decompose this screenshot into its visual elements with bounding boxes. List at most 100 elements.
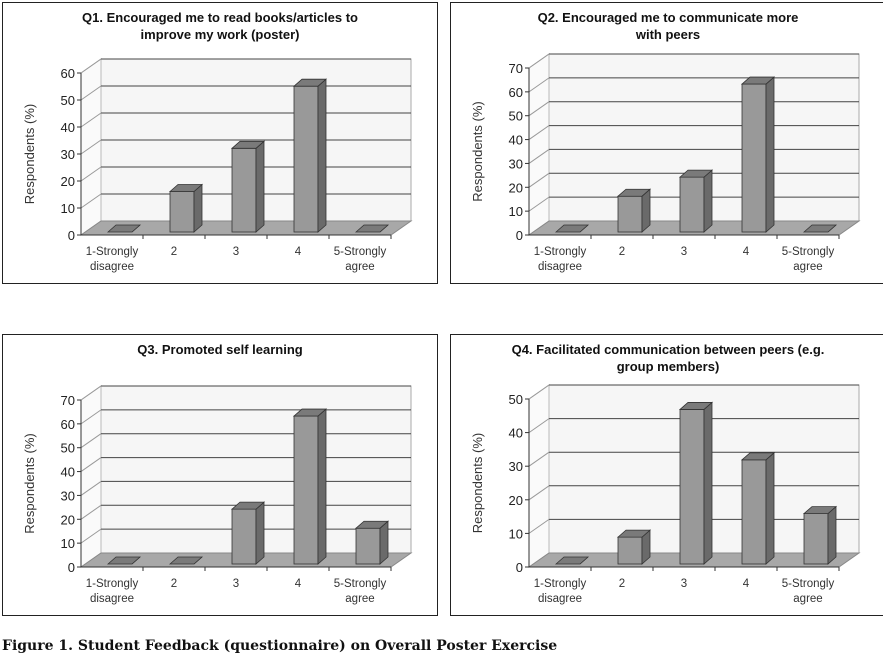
x-tick-label: 4 (743, 246, 750, 258)
bar-top (230, 140, 266, 149)
gridline-side (528, 77, 550, 93)
gridline-side (528, 125, 550, 140)
chart-title: Q1. Encouraged me to read books/articles… (82, 10, 358, 42)
bar-top (616, 529, 652, 538)
gridline-side (80, 528, 102, 544)
gridline-side (80, 85, 102, 101)
bar (231, 508, 257, 565)
x-tick-label: 5-Strongly agree (782, 578, 835, 605)
bar-top (168, 184, 204, 192)
x-tick-label: 4 (295, 246, 302, 258)
x-tick-label: 1-Strongly disagree (534, 578, 587, 605)
gridline-side (80, 112, 102, 128)
y-axis-label: Respondents (%) (22, 104, 37, 204)
bar (617, 195, 643, 233)
bar-top (292, 408, 328, 417)
gridline-side (528, 384, 550, 400)
bar-top (678, 169, 714, 178)
gridline-side (528, 53, 550, 69)
bar-side (255, 140, 265, 233)
bar-side (765, 76, 775, 233)
bar-top (354, 224, 390, 233)
bar-top (230, 501, 266, 510)
y-tick-label: 40 (509, 426, 523, 441)
gridline-side (80, 504, 102, 520)
bar (679, 409, 705, 565)
y-tick-label: 70 (61, 393, 75, 408)
bar-top (740, 452, 776, 461)
chart-q4: Q4. Facilitated communication between pe… (450, 334, 883, 616)
bar (741, 459, 767, 565)
gridline-side (528, 518, 550, 534)
side-wall (528, 384, 550, 568)
y-tick-label: 20 (61, 512, 75, 527)
chart-title: Q4. Facilitated communication between pe… (511, 342, 825, 374)
gridline-side (80, 58, 102, 74)
gridline-side (528, 196, 550, 212)
y-tick-label: 0 (68, 228, 75, 243)
bar-side (827, 505, 837, 565)
bar-side (703, 401, 713, 565)
bar (679, 176, 705, 233)
gridline-side (528, 172, 550, 188)
chart-svg: 0 10 20 30 40 50 60 70 Respondents (%) 1-Strongly… (470, 53, 861, 273)
chart-q1: Q1. Encouraged me to read books/articles… (2, 2, 438, 284)
x-tick-label: 3 (681, 246, 687, 258)
y-tick-label: 60 (509, 85, 523, 100)
y-tick-label: 0 (516, 228, 523, 243)
chart-svg: 0 10 20 30 40 50 60 70 Respondents (%) 1-Strongly… (22, 385, 413, 605)
x-tick-label: 1-Strongly disagree (86, 246, 139, 273)
gridline-side (80, 409, 102, 425)
chart-title: Q2. Encouraged me to communicate more wi… (537, 10, 799, 42)
gridline-side (80, 193, 102, 209)
x-tick-label: 3 (233, 578, 239, 590)
bar-side (317, 78, 327, 233)
x-tick-label: 1-Strongly disagree (86, 578, 139, 605)
y-tick-label: 0 (68, 560, 75, 575)
y-tick-label: 50 (61, 441, 75, 456)
y-tick-label: 60 (61, 66, 75, 81)
bar (231, 147, 257, 233)
x-tick-label: 5-Strongly agree (782, 246, 835, 273)
y-axis-label: Respondents (%) (470, 433, 485, 533)
x-tick-label: 2 (171, 578, 177, 590)
x-tick-label: 2 (619, 246, 625, 258)
y-tick-label: 50 (509, 109, 523, 124)
gridline-side (80, 139, 102, 155)
y-tick-label: 20 (509, 493, 523, 508)
bar-top (354, 520, 390, 529)
x-tick-label: 3 (681, 578, 687, 590)
y-axis-label: Respondents (%) (22, 433, 37, 533)
bar-top (554, 224, 590, 233)
bar-side (765, 451, 775, 565)
chart-title: Q3. Promoted self learning (137, 342, 303, 357)
y-tick-label: 10 (61, 201, 75, 216)
gridline-side (80, 457, 102, 472)
bar-side (255, 501, 265, 565)
gridline-side (528, 485, 550, 501)
gridline-side (528, 101, 550, 117)
y-tick-label: 50 (61, 93, 75, 108)
bar-top (802, 506, 838, 515)
y-tick-label: 40 (509, 133, 523, 148)
x-tick-label: 2 (619, 578, 625, 590)
bar-side (703, 169, 713, 233)
gridline-side (80, 481, 102, 496)
bar (169, 191, 195, 233)
x-tick-label: 4 (743, 578, 750, 590)
y-tick-label: 30 (61, 488, 75, 503)
gridline-side (528, 149, 550, 164)
gridline-side (80, 433, 102, 449)
x-tick-label: 3 (233, 246, 239, 258)
x-tick-label: 2 (171, 246, 177, 258)
y-tick-label: 30 (509, 156, 523, 171)
y-tick-label: 70 (509, 61, 523, 76)
bar-top (106, 224, 142, 233)
bar-top (802, 224, 838, 233)
y-tick-label: 20 (61, 174, 75, 189)
gridline-side (80, 385, 102, 401)
y-tick-label: 20 (509, 180, 523, 195)
bar (617, 536, 643, 565)
x-tick-label: 5-Strongly agree (334, 578, 387, 605)
y-tick-label: 30 (61, 147, 75, 162)
